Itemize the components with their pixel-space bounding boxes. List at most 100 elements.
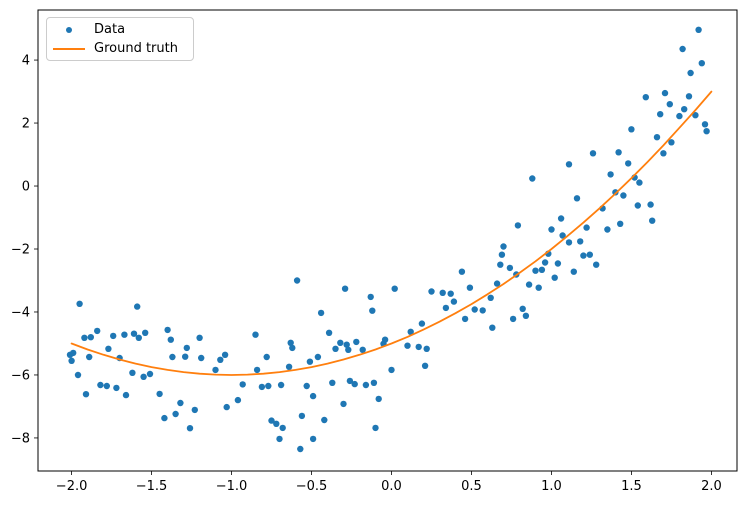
data-point [287,339,294,346]
data-point [642,94,649,101]
data-point [685,93,693,100]
data-point [583,224,590,231]
data-point [351,380,358,388]
data-point [182,353,189,360]
data-point [698,60,705,67]
data-point [306,358,314,365]
data-point [497,261,504,268]
data-point [329,379,336,386]
y-tick-label: −4 [11,305,30,320]
data-point [415,343,422,351]
x-tick-label: 2.0 [701,479,722,494]
data-point [359,346,366,353]
data-point [450,298,458,305]
data-point [268,417,275,424]
data-point [372,424,379,432]
data-point [661,89,669,97]
data-point [258,383,266,391]
data-point [487,294,494,301]
data-point [586,251,593,258]
data-point [653,134,661,141]
data-point [439,289,446,296]
data-point [687,69,694,77]
data-point [607,171,614,178]
data-point [297,445,304,453]
data-point [332,345,339,352]
data-point [317,309,325,317]
data-point [277,381,285,389]
legend-swatch [53,47,85,50]
data-point [620,192,627,199]
x-tick-label: 1.0 [541,479,562,494]
data-point [87,334,95,341]
data-point [221,351,229,358]
data-point [461,315,469,323]
data-point [298,412,306,420]
data-point [167,336,174,343]
data-point [466,284,474,291]
legend-swatch [53,26,85,33]
data-point [538,266,546,273]
data-point [570,268,577,275]
data-point [681,106,688,113]
data-point [701,121,709,128]
y-tick-label: 2 [22,117,30,132]
y-tick-label: 0 [22,180,30,195]
data-point [679,45,686,53]
data-point [177,399,184,407]
data-point [97,381,104,389]
data-point [391,285,398,292]
ground-truth-curve [70,90,713,376]
line-swatch-icon [53,47,85,50]
data-point [74,371,82,379]
data-point [252,331,259,338]
data-point [593,261,600,268]
data-point [421,362,429,369]
data-point [565,239,573,246]
data-point [657,111,664,118]
data-point [362,381,370,389]
data-point [129,369,136,376]
data-point [559,232,566,239]
data-point [217,356,224,363]
data-point [234,396,242,404]
data-point [340,400,347,408]
y-tick-label: −8 [11,431,30,446]
data-point [68,357,75,364]
data-point [191,406,198,414]
data-point [529,175,536,182]
data-point [183,344,190,352]
data-point [388,366,395,374]
legend-label-ground-truth: Ground truth [94,41,178,56]
data-point [265,382,272,390]
data-point [381,336,389,343]
data-point [506,264,514,272]
data-point [660,150,667,157]
data-point [86,353,93,361]
data-point [519,305,526,312]
data-point [103,382,111,390]
data-point [447,290,454,297]
data-point [489,324,496,331]
data-point [76,300,83,307]
data-point [121,331,128,338]
data-point [345,346,352,353]
data-point [695,26,702,33]
data-point [703,128,710,135]
x-tick-label: −1.5 [136,479,168,494]
data-point [110,332,117,340]
data-point [122,391,130,399]
data-point [525,281,533,288]
data-point [279,424,286,432]
data-point [548,226,555,233]
data-point [551,274,558,281]
data-point [263,353,270,361]
data-point [156,390,163,398]
data-point [625,160,632,167]
data-point [442,304,450,312]
data-point [458,268,466,275]
legend-entry-ground-truth: Ground truth [47,39,193,58]
data-point [303,382,310,390]
data-point [418,320,426,327]
